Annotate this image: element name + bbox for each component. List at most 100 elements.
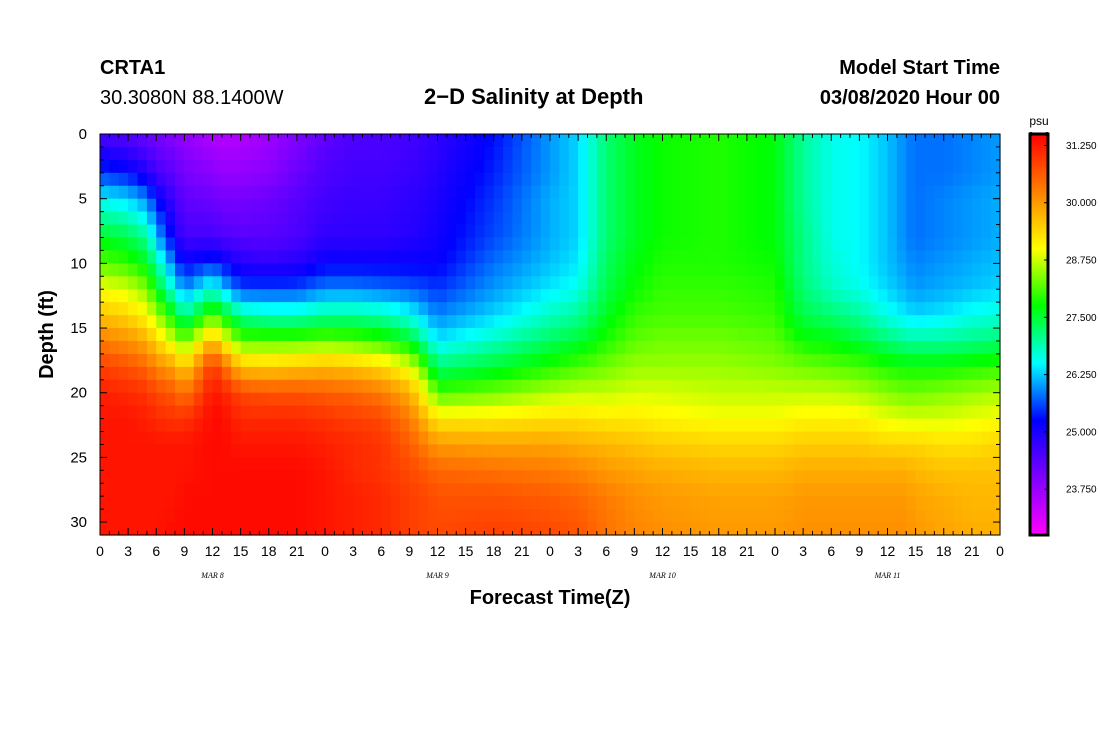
heatmap-cell (409, 366, 420, 381)
heatmap-cell (568, 159, 579, 174)
heatmap-cell (690, 509, 701, 523)
heatmap-cell (737, 302, 748, 316)
heatmap-cell (437, 134, 448, 148)
heatmap-cell (390, 263, 401, 277)
heatmap-cell (728, 172, 739, 187)
heatmap-cell (859, 340, 870, 355)
heatmap-cell (550, 224, 560, 239)
heatmap-cell (231, 392, 242, 407)
heatmap-cell (784, 276, 795, 290)
heatmap-cell (990, 134, 1001, 148)
heatmap-cell (934, 418, 945, 433)
heatmap-cell (409, 263, 420, 277)
heatmap-cell (193, 405, 204, 420)
heatmap-cell (887, 444, 898, 458)
heatmap-cell (550, 483, 560, 497)
heatmap-cell (287, 237, 298, 252)
heatmap-cell (446, 379, 457, 394)
heatmap-cell (231, 444, 242, 458)
heatmap-cell (737, 522, 748, 536)
heatmap-cell (671, 211, 682, 226)
heatmap-cell (146, 483, 157, 497)
heatmap-cell (896, 483, 907, 497)
heatmap-cell (559, 315, 570, 329)
heatmap-cell (465, 418, 476, 433)
heatmap-cell (896, 470, 907, 484)
heatmap-cell (625, 444, 635, 458)
heatmap-cell (287, 366, 298, 381)
heatmap-cell (203, 211, 214, 226)
heatmap-cell (906, 353, 917, 368)
heatmap-cell (250, 418, 260, 433)
heatmap-cell (606, 405, 617, 420)
heatmap-cell (550, 444, 560, 458)
heatmap-cell (353, 522, 364, 536)
heatmap-cell (100, 250, 110, 264)
heatmap-cell (831, 340, 842, 355)
heatmap-cell (531, 470, 542, 484)
heatmap-cell (746, 444, 757, 458)
heatmap-cell (746, 340, 757, 355)
heatmap-cell (296, 405, 307, 420)
heatmap-cell (250, 185, 260, 200)
heatmap-cell (953, 509, 964, 523)
heatmap-cell (859, 457, 870, 471)
heatmap-cell (859, 379, 870, 394)
heatmap-cell (775, 457, 785, 471)
heatmap-cell (465, 366, 476, 381)
heatmap-cell (709, 509, 720, 523)
heatmap-cell (606, 237, 617, 252)
heatmap-cell (606, 340, 617, 355)
heatmap-cell (503, 418, 514, 433)
heatmap-cell (493, 444, 504, 458)
heatmap-cell (109, 224, 120, 239)
heatmap-cell (943, 496, 954, 510)
heatmap-cell (896, 237, 907, 252)
colorbar-gradient (1028, 132, 1050, 537)
heatmap-cell (521, 509, 532, 523)
heatmap-cell (418, 496, 429, 510)
heatmap-cell (962, 431, 973, 446)
heatmap-cell (296, 289, 307, 303)
heatmap-cell (146, 315, 157, 329)
heatmap-cell (325, 172, 335, 187)
heatmap-cell (334, 379, 345, 394)
heatmap-cell (118, 146, 129, 161)
heatmap-cell (437, 366, 448, 381)
heatmap-cell (221, 263, 232, 277)
heatmap-cell (409, 276, 420, 290)
heatmap-cell (709, 405, 720, 420)
heatmap-cell (737, 315, 748, 329)
heatmap-cell (568, 328, 579, 342)
heatmap-cell (250, 315, 260, 329)
heatmap-cell (850, 237, 860, 252)
heatmap-cell (296, 366, 307, 381)
heatmap-cell (578, 483, 589, 497)
heatmap-cell (259, 405, 270, 420)
heatmap-cell (906, 159, 917, 174)
heatmap-cell (540, 496, 551, 510)
heatmap-cell (437, 315, 448, 329)
heatmap-cell (381, 457, 392, 471)
heatmap-cell (681, 302, 692, 316)
heatmap-cell (456, 263, 467, 277)
heatmap-cell (193, 159, 204, 174)
heatmap-cell (568, 172, 579, 187)
heatmap-cell (268, 328, 279, 342)
heatmap-cell (850, 211, 860, 226)
heatmap-cell (587, 315, 598, 329)
heatmap-cell (681, 431, 692, 446)
heatmap-cell (109, 418, 120, 433)
heatmap-cell (840, 159, 851, 174)
heatmap-cell (540, 263, 551, 277)
heatmap-cell (878, 134, 889, 148)
heatmap-cell (587, 418, 598, 433)
heatmap-cell (465, 328, 476, 342)
heatmap-cell (550, 353, 560, 368)
heatmap-cell (203, 315, 214, 329)
heatmap-cell (362, 289, 373, 303)
heatmap-cell (943, 444, 954, 458)
heatmap-cell (521, 522, 532, 536)
x-tick-label: 18 (261, 543, 277, 559)
heatmap-cell (203, 159, 214, 174)
